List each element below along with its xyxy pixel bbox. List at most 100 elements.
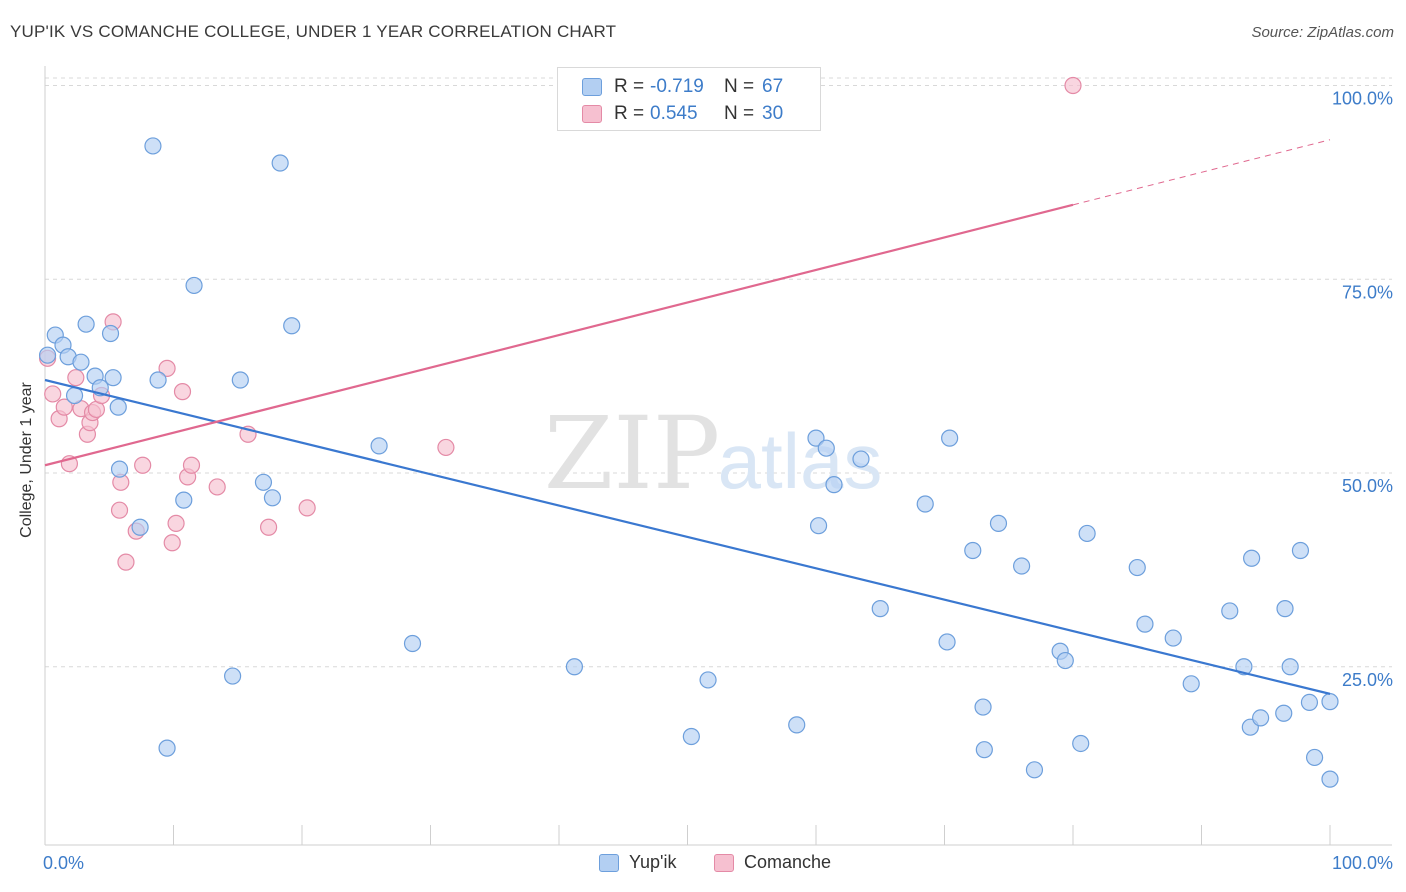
comanche-point [173, 383, 192, 401]
yupik-point [158, 739, 176, 757]
yupik-point [254, 473, 273, 491]
comanche-point [110, 501, 129, 519]
yupik-point [101, 324, 120, 343]
y-tick-label: 50.0% [1342, 476, 1393, 496]
yupik-swatch [582, 78, 602, 96]
yupik-point [974, 698, 992, 716]
yupik-point [403, 634, 422, 653]
legend-row-comanche: R = 0.545 N = 30 [582, 102, 783, 126]
comanche-point [167, 514, 185, 532]
n-label: N = [724, 76, 755, 97]
yupik-r-value: -0.719 [650, 76, 704, 97]
comanche-point [182, 456, 201, 474]
comanche-point [298, 499, 316, 517]
comanche-point [163, 534, 181, 552]
comanche-point [67, 369, 85, 387]
yupik-point [1291, 541, 1310, 560]
yupik-point [817, 439, 835, 457]
comanche-point [208, 478, 226, 496]
yupik-points [38, 137, 1339, 788]
yupik-point [1012, 557, 1031, 575]
yupik-point [263, 489, 282, 507]
watermark-zip: ZIP [544, 395, 720, 512]
tick-labels: 25.0% 50.0% 75.0% 100.0% 0.0% 100.0% [43, 89, 1393, 874]
yupik-point [149, 371, 167, 389]
yupik-point [144, 137, 162, 155]
yupik-point [1243, 549, 1261, 567]
comanche-point [1064, 76, 1082, 95]
yupik-point [1221, 602, 1239, 620]
yupik-point [809, 517, 828, 535]
n-label: N = [724, 103, 755, 124]
gridlines [45, 77, 1392, 668]
yupik-point [1300, 693, 1319, 712]
yupik-point [109, 398, 127, 416]
comanche-legend-swatch [714, 853, 734, 872]
comanche-point [44, 385, 62, 403]
yupik-point [1078, 524, 1096, 543]
yupik-point [1276, 600, 1294, 618]
yupik-point [788, 716, 806, 734]
yupik-point [185, 276, 203, 295]
source-label: Source: ZipAtlas.com [1251, 24, 1394, 41]
yupik-point [231, 371, 249, 389]
comanche-point [259, 518, 278, 536]
yupik-point [110, 460, 129, 478]
yupik-point [224, 667, 242, 685]
comanche-swatch [582, 105, 602, 123]
yupik-trend-line [44, 378, 1331, 695]
y-tick-label: 75.0% [1342, 282, 1393, 302]
y-tick-label: 25.0% [1342, 670, 1393, 690]
yupik-point [104, 369, 122, 387]
yupik-point [807, 429, 825, 447]
yupik-point [682, 727, 700, 746]
legend-item-yupik: Yup'ik [599, 852, 676, 873]
yupik-point [938, 633, 956, 651]
yupik-point [131, 518, 149, 536]
comanche-trend-extension [1072, 139, 1331, 206]
legend-row-yupik: R = -0.719 N = 67 [582, 75, 783, 99]
comanche-point [158, 359, 176, 377]
comanche-point [134, 456, 152, 474]
trend-lines [44, 139, 1331, 695]
r-label: R = [614, 76, 645, 97]
yupik-point [283, 317, 301, 335]
watermark: ZIP atlas [544, 395, 883, 512]
yupik-point [964, 541, 982, 560]
yupik-point [1281, 658, 1299, 676]
chart-title: YUP'IK VS COMANCHE COLLEGE, UNDER 1 YEAR… [10, 22, 617, 41]
yupik-point [1128, 558, 1146, 577]
legend-item-comanche: Comanche [714, 852, 831, 873]
yupik-point [1136, 615, 1154, 633]
comanche-point [117, 553, 135, 571]
yupik-point [1164, 629, 1182, 647]
yupik-point [989, 514, 1008, 532]
yupik-point [916, 495, 934, 513]
yupik-n-value: 67 [762, 76, 784, 97]
yupik-point [825, 476, 843, 494]
yupik-point [1072, 734, 1090, 753]
yupik-point [38, 346, 57, 364]
yupik-point [1305, 748, 1324, 767]
yupik-point [1056, 651, 1074, 670]
x-tick-label: 0.0% [43, 853, 84, 873]
yupik-point [871, 600, 889, 618]
r-label: R = [614, 103, 645, 124]
comanche-r-value: 0.545 [650, 103, 698, 124]
comanche-legend-label: Comanche [744, 852, 832, 872]
yupik-point [1025, 761, 1044, 779]
yupik-point [271, 154, 289, 172]
yupik-point [941, 429, 959, 447]
series-legend: Yup'ik Comanche [0, 852, 1406, 878]
comanche-point [55, 398, 73, 416]
yupik-point [1275, 704, 1293, 722]
yupik-point [65, 386, 84, 405]
x-tick-label: 100.0% [1332, 853, 1393, 873]
yupik-point [72, 353, 90, 371]
yupik-point [975, 741, 993, 759]
yupik-point [1182, 675, 1200, 693]
yupik-point [699, 671, 717, 689]
axes [44, 66, 1392, 846]
correlation-legend: R = -0.719 N = 67 R = 0.545 N = 30 [557, 67, 821, 131]
